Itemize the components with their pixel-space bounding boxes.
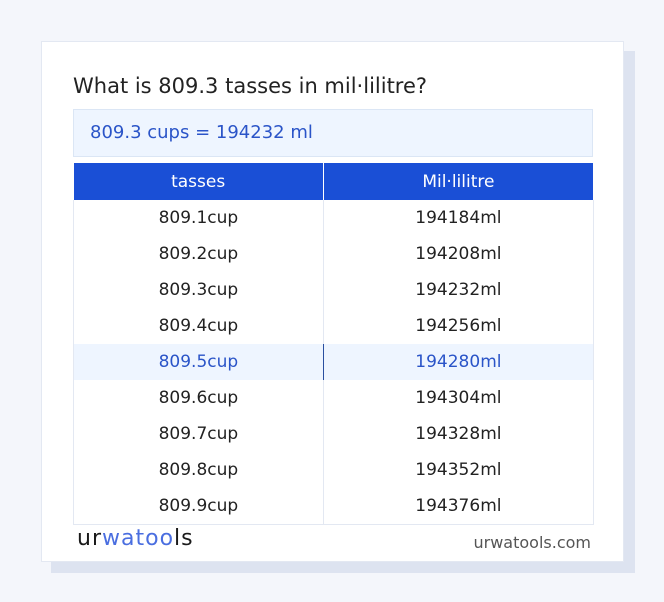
table-row: 809.4cup 194256ml	[73, 308, 595, 344]
tasses-cell: 809.6cup	[73, 380, 324, 416]
millilitre-cell: 194352ml	[322, 452, 595, 488]
tasses-cell: 809.8cup	[73, 452, 324, 488]
tasses-cell: 809.4cup	[73, 308, 324, 344]
table-row: 809.8cup 194352ml	[73, 452, 595, 488]
conversion-result: 809.3 cups = 194232 ml	[73, 109, 593, 157]
column-header-millilitre: Mil·lilitre	[323, 163, 595, 200]
table-row: 809.9cup 194376ml	[73, 488, 595, 525]
millilitre-cell: 194376ml	[322, 488, 595, 525]
millilitre-cell: 194208ml	[322, 236, 595, 272]
tasses-cell: 809.2cup	[73, 236, 324, 272]
tasses-cell: 809.9cup	[73, 488, 324, 525]
table-row: 809.3cup 194232ml	[73, 272, 595, 308]
millilitre-cell: 194280ml	[322, 344, 595, 380]
column-header-tasses: tasses	[73, 163, 324, 200]
tasses-cell: 809.7cup	[73, 416, 324, 452]
table-row: 809.6cup 194304ml	[73, 380, 595, 416]
conversion-table: tasses Mil·lilitre 809.1cup 194184ml 809.2…	[73, 163, 595, 525]
millilitre-cell: 194304ml	[322, 380, 595, 416]
millilitre-cell: 194184ml	[322, 200, 595, 236]
millilitre-cell: 194232ml	[322, 272, 595, 308]
table-row: 809.7cup 194328ml	[73, 416, 595, 452]
conversion-card: What is 809.3 tasses in mil·lilitre? 809…	[41, 41, 624, 562]
table-row: 809.5cup 194280ml	[73, 344, 595, 380]
millilitre-cell: 194256ml	[322, 308, 595, 344]
tasses-cell: 809.3cup	[73, 272, 324, 308]
millilitre-cell: 194328ml	[322, 416, 595, 452]
table-row: 809.2cup 194208ml	[73, 236, 595, 272]
urwatools-logo[interactable]: urwatools	[77, 526, 194, 551]
tasses-cell: 809.1cup	[73, 200, 324, 236]
site-link[interactable]: urwatools.com	[473, 533, 592, 552]
page-title: What is 809.3 tasses in mil·lilitre?	[73, 74, 428, 98]
table-row: 809.1cup 194184ml	[73, 200, 595, 236]
tasses-cell: 809.5cup	[73, 344, 324, 380]
